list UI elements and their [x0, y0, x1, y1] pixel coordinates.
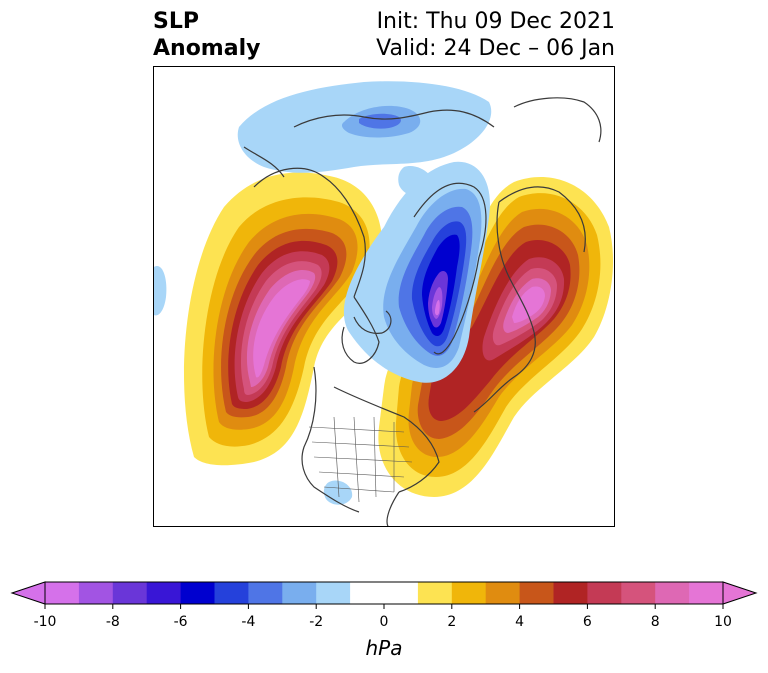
colorbar-segment [248, 582, 283, 604]
colorbar-tick-label: -2 [309, 614, 324, 630]
colorbar-tick-label: 6 [582, 614, 592, 630]
colorbar-segment [180, 582, 215, 604]
map-subtitle: Init: Thu 09 Dec 2021 Valid: 24 Dec – 06… [376, 8, 615, 62]
colorbar-segment [384, 582, 419, 604]
colorbar-segment [519, 582, 554, 604]
colorbar-min-extend [10, 581, 46, 605]
init-date: Init: Thu 09 Dec 2021 [376, 9, 615, 34]
colorbar-tick-label: 4 [515, 614, 525, 630]
valid-range: Valid: 24 Dec – 06 Jan [376, 36, 615, 61]
colorbar-segment [621, 582, 656, 604]
positive-anomaly-west [184, 172, 382, 466]
colorbar-segment [689, 582, 724, 604]
colorbar-max-extend [722, 581, 758, 605]
title-anomaly: Anomaly [153, 36, 261, 61]
colorbar-unit: hPa [365, 636, 403, 660]
colorbar-segment [316, 582, 351, 604]
title-variable: SLP [153, 9, 199, 34]
colorbar-tick-label: 10 [714, 614, 732, 630]
colorbar-segment [146, 582, 182, 604]
colorbar-segment [485, 582, 521, 604]
colorbar-segment [282, 582, 317, 604]
colorbar-segment [587, 582, 622, 604]
colorbar-segment [655, 582, 690, 604]
colorbar-tick-label: -4 [241, 614, 256, 630]
colorbar-tick-label: -6 [173, 614, 188, 630]
colorbar-tick-label: 8 [650, 614, 660, 630]
colorbar-segment [417, 582, 453, 604]
negative-anomaly-arctic [343, 161, 490, 383]
coastlines [243, 97, 602, 526]
negative-anomaly-north [237, 81, 492, 173]
colorbar-tick-label: -8 [105, 614, 120, 630]
colorbar-tick-label: 0 [379, 614, 389, 630]
map-panel [153, 66, 615, 527]
colorbar-segment [553, 582, 588, 604]
negative-anomaly-patches [154, 166, 435, 505]
colorbar-segment [78, 582, 114, 604]
colorbar-segment [45, 582, 80, 604]
colorbar-tick-label: -10 [33, 614, 57, 630]
colorbar [10, 581, 758, 609]
colorbar-segment [214, 582, 249, 604]
colorbar-tick-label: 2 [447, 614, 457, 630]
colorbar-segment [112, 582, 148, 604]
us-state-borders [308, 416, 413, 503]
positive-anomaly-east [378, 177, 614, 497]
map-title: SLP Anomaly [153, 8, 260, 62]
anomaly-map [154, 67, 614, 526]
colorbar-segment [451, 582, 487, 604]
colorbar-segment [350, 582, 385, 604]
